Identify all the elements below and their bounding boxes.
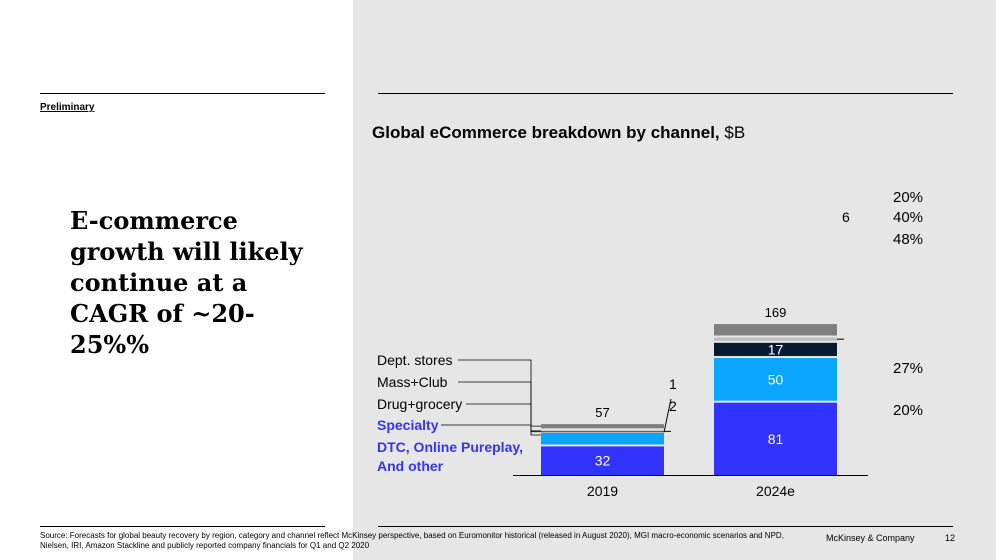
data-label: 17 — [768, 341, 784, 357]
bar-segment — [714, 342, 837, 357]
bar-segment — [541, 430, 664, 432]
stacked-bar-chart: 2019 57 2024e 169 32 81 50 17 1 2 6 Dept. stores Mas… — [377, 189, 923, 499]
legend-leader — [466, 403, 541, 433]
chart-title-unit: $B — [724, 123, 746, 142]
callout-label: 1 — [669, 376, 677, 392]
cagr-label: 20% — [893, 402, 923, 419]
chart-title-main: Global eCommerce breakdown by channel, — [372, 123, 720, 142]
right-bottom-rule — [378, 526, 953, 527]
total-label: 169 — [765, 305, 787, 320]
cagr-label: 40% — [893, 209, 923, 226]
bar-segment — [541, 446, 664, 475]
data-label: 50 — [768, 371, 784, 387]
legend-label: Drug+grocery — [377, 396, 462, 412]
legend-label: Specialty — [377, 417, 439, 433]
left-bottom-rule — [40, 526, 325, 527]
footer-brand: McKinsey & Company — [826, 533, 915, 543]
bar-segment — [541, 433, 664, 445]
data-label: 32 — [595, 453, 611, 469]
legend-label-line2: And other — [377, 458, 444, 474]
bar-segment — [714, 358, 837, 401]
bar-segment — [541, 424, 664, 429]
data-label: 81 — [768, 431, 784, 447]
left-top-rule — [40, 93, 325, 94]
headline: E-commerce growth will likely continue a… — [70, 206, 303, 359]
footer-source: Source: Forecasts for global beauty reco… — [40, 531, 784, 550]
bar-segment — [541, 431, 664, 433]
callout-leader — [663, 398, 672, 433]
legend-leader — [458, 359, 541, 427]
cagr-label: 27% — [893, 360, 923, 377]
bar-segment — [714, 402, 837, 475]
page-number: 12 — [945, 533, 956, 543]
legend-label: Mass+Club — [377, 374, 448, 390]
callout-label: 2 — [669, 398, 677, 414]
bar-segment — [714, 337, 837, 341]
bar-segment — [714, 324, 837, 336]
preliminary-tag: Preliminary — [40, 102, 95, 113]
x-tick-label: 2019 — [587, 483, 618, 499]
x-tick-label: 2024e — [756, 483, 795, 499]
legend-label: Dept. stores — [377, 352, 452, 368]
legend-leader — [458, 381, 541, 432]
legend-label-line1: DTC, Online Pureplay, — [377, 439, 523, 455]
cagr-label: 20% — [893, 189, 923, 206]
right-top-rule — [378, 93, 953, 94]
chart-title: Global eCommerce breakdown by channel, $… — [372, 123, 745, 143]
callout-label: 6 — [842, 209, 850, 225]
legend-leader — [441, 424, 541, 436]
cagr-label: 48% — [893, 231, 923, 248]
total-label: 57 — [595, 405, 609, 420]
